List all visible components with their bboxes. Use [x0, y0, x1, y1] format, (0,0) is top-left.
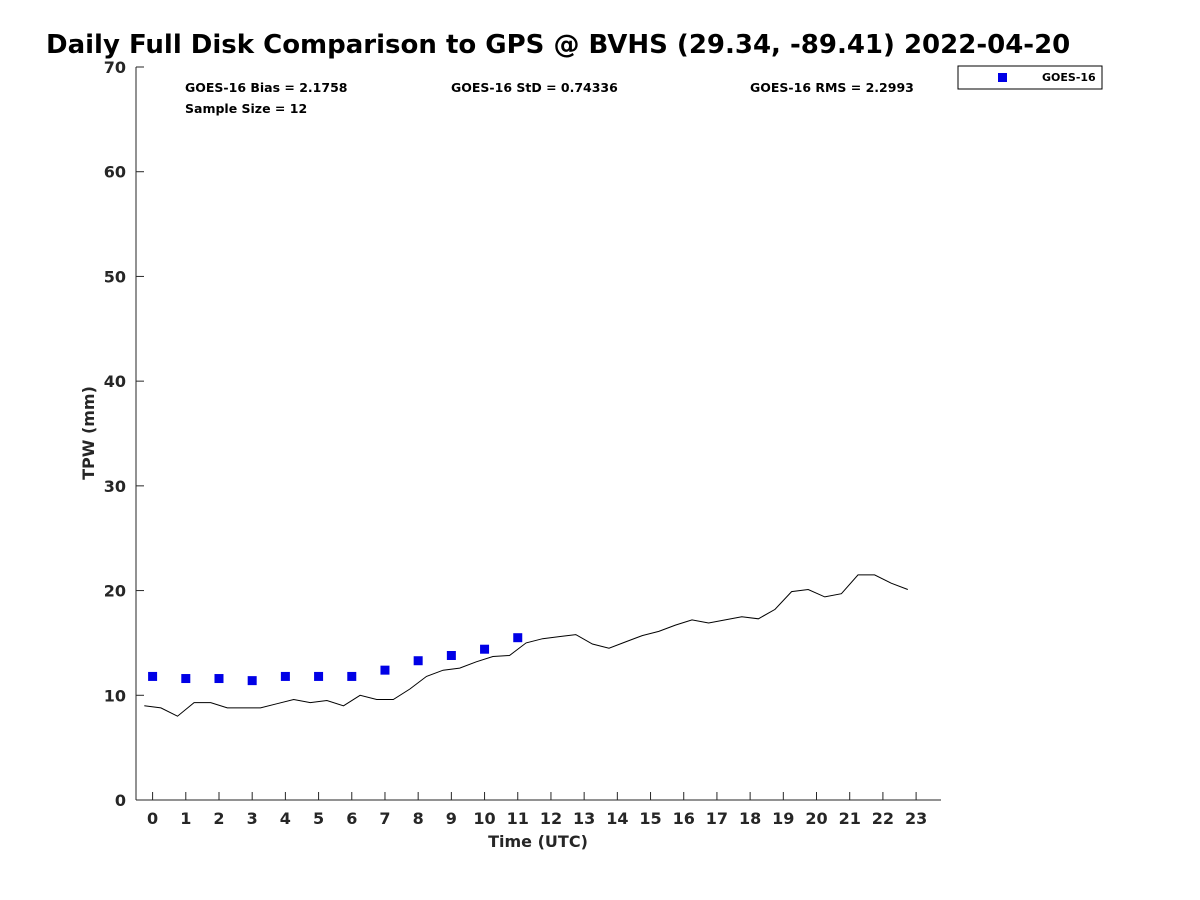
std-stat: GOES-16 StD = 0.74336: [451, 80, 618, 95]
x-tick-label: 14: [606, 809, 628, 828]
x-tick-label: 17: [706, 809, 728, 828]
sample-size-stat: Sample Size = 12: [185, 101, 307, 116]
x-tick-label: 23: [905, 809, 927, 828]
x-tick-label: 20: [805, 809, 827, 828]
x-tick-label: 9: [446, 809, 457, 828]
goes16-point: [181, 674, 191, 684]
axes: [135, 67, 941, 801]
goes16-point: [148, 671, 158, 681]
goes16-point: [380, 665, 390, 675]
y-tick-label: 70: [104, 58, 126, 77]
goes16-point: [446, 650, 456, 660]
gps-tpw-polyline: [144, 574, 908, 717]
x-axis-ticks: 0 1 2 3 4 5 6 7 8 9 10 11 12 13 14 15 16 17 18 19 20 21 22 23: [147, 792, 927, 828]
goes16-point: [214, 674, 224, 684]
x-tick-label: 8: [413, 809, 424, 828]
y-tick-label: 0: [115, 791, 126, 810]
bias-stat: GOES-16 Bias = 2.1758: [185, 80, 347, 95]
goes16-markers: [148, 633, 523, 686]
y-axis-ticks: 0 10 20 30 40 50 60 70: [104, 58, 144, 810]
y-tick-label: 10: [104, 686, 126, 705]
goes16-point: [247, 676, 257, 686]
goes16-point: [314, 671, 324, 681]
x-tick-label: 2: [213, 809, 224, 828]
goes16-point: [347, 671, 357, 681]
x-tick-label: 12: [540, 809, 562, 828]
goes16-point: [280, 671, 290, 681]
x-tick-label: 3: [247, 809, 258, 828]
y-tick-label: 40: [104, 372, 126, 391]
x-tick-label: 1: [180, 809, 191, 828]
x-tick-label: 21: [839, 809, 861, 828]
x-tick-label: 22: [872, 809, 894, 828]
y-tick-label: 20: [104, 582, 126, 601]
legend-marker: [998, 73, 1007, 82]
x-tick-label: 6: [346, 809, 357, 828]
gps-tpw-line: [144, 574, 908, 717]
chart-title: Daily Full Disk Comparison to GPS @ BVHS…: [46, 30, 1071, 60]
x-axis-label: Time (UTC): [488, 832, 588, 851]
y-axis-label: TPW (mm): [79, 386, 98, 480]
x-tick-label: 19: [772, 809, 794, 828]
legend-box: [957, 65, 1103, 90]
x-tick-label: 10: [473, 809, 495, 828]
y-tick-label: 30: [104, 477, 126, 496]
rms-stat: GOES-16 RMS = 2.2993: [750, 80, 914, 95]
legend: GOES-16: [957, 65, 1103, 90]
x-tick-label: 13: [573, 809, 595, 828]
x-tick-label: 11: [507, 809, 529, 828]
legend-label: GOES-16: [1042, 71, 1096, 84]
x-tick-label: 0: [147, 809, 158, 828]
x-tick-label: 15: [639, 809, 661, 828]
x-tick-label: 18: [739, 809, 761, 828]
x-tick-label: 5: [313, 809, 324, 828]
y-tick-label: 60: [104, 163, 126, 182]
x-tick-label: 16: [673, 809, 695, 828]
goes16-point: [513, 633, 523, 643]
goes16-point: [480, 644, 490, 654]
x-tick-label: 7: [379, 809, 390, 828]
y-tick-label: 50: [104, 267, 126, 286]
x-tick-label: 4: [280, 809, 291, 828]
goes16-point: [413, 656, 423, 666]
